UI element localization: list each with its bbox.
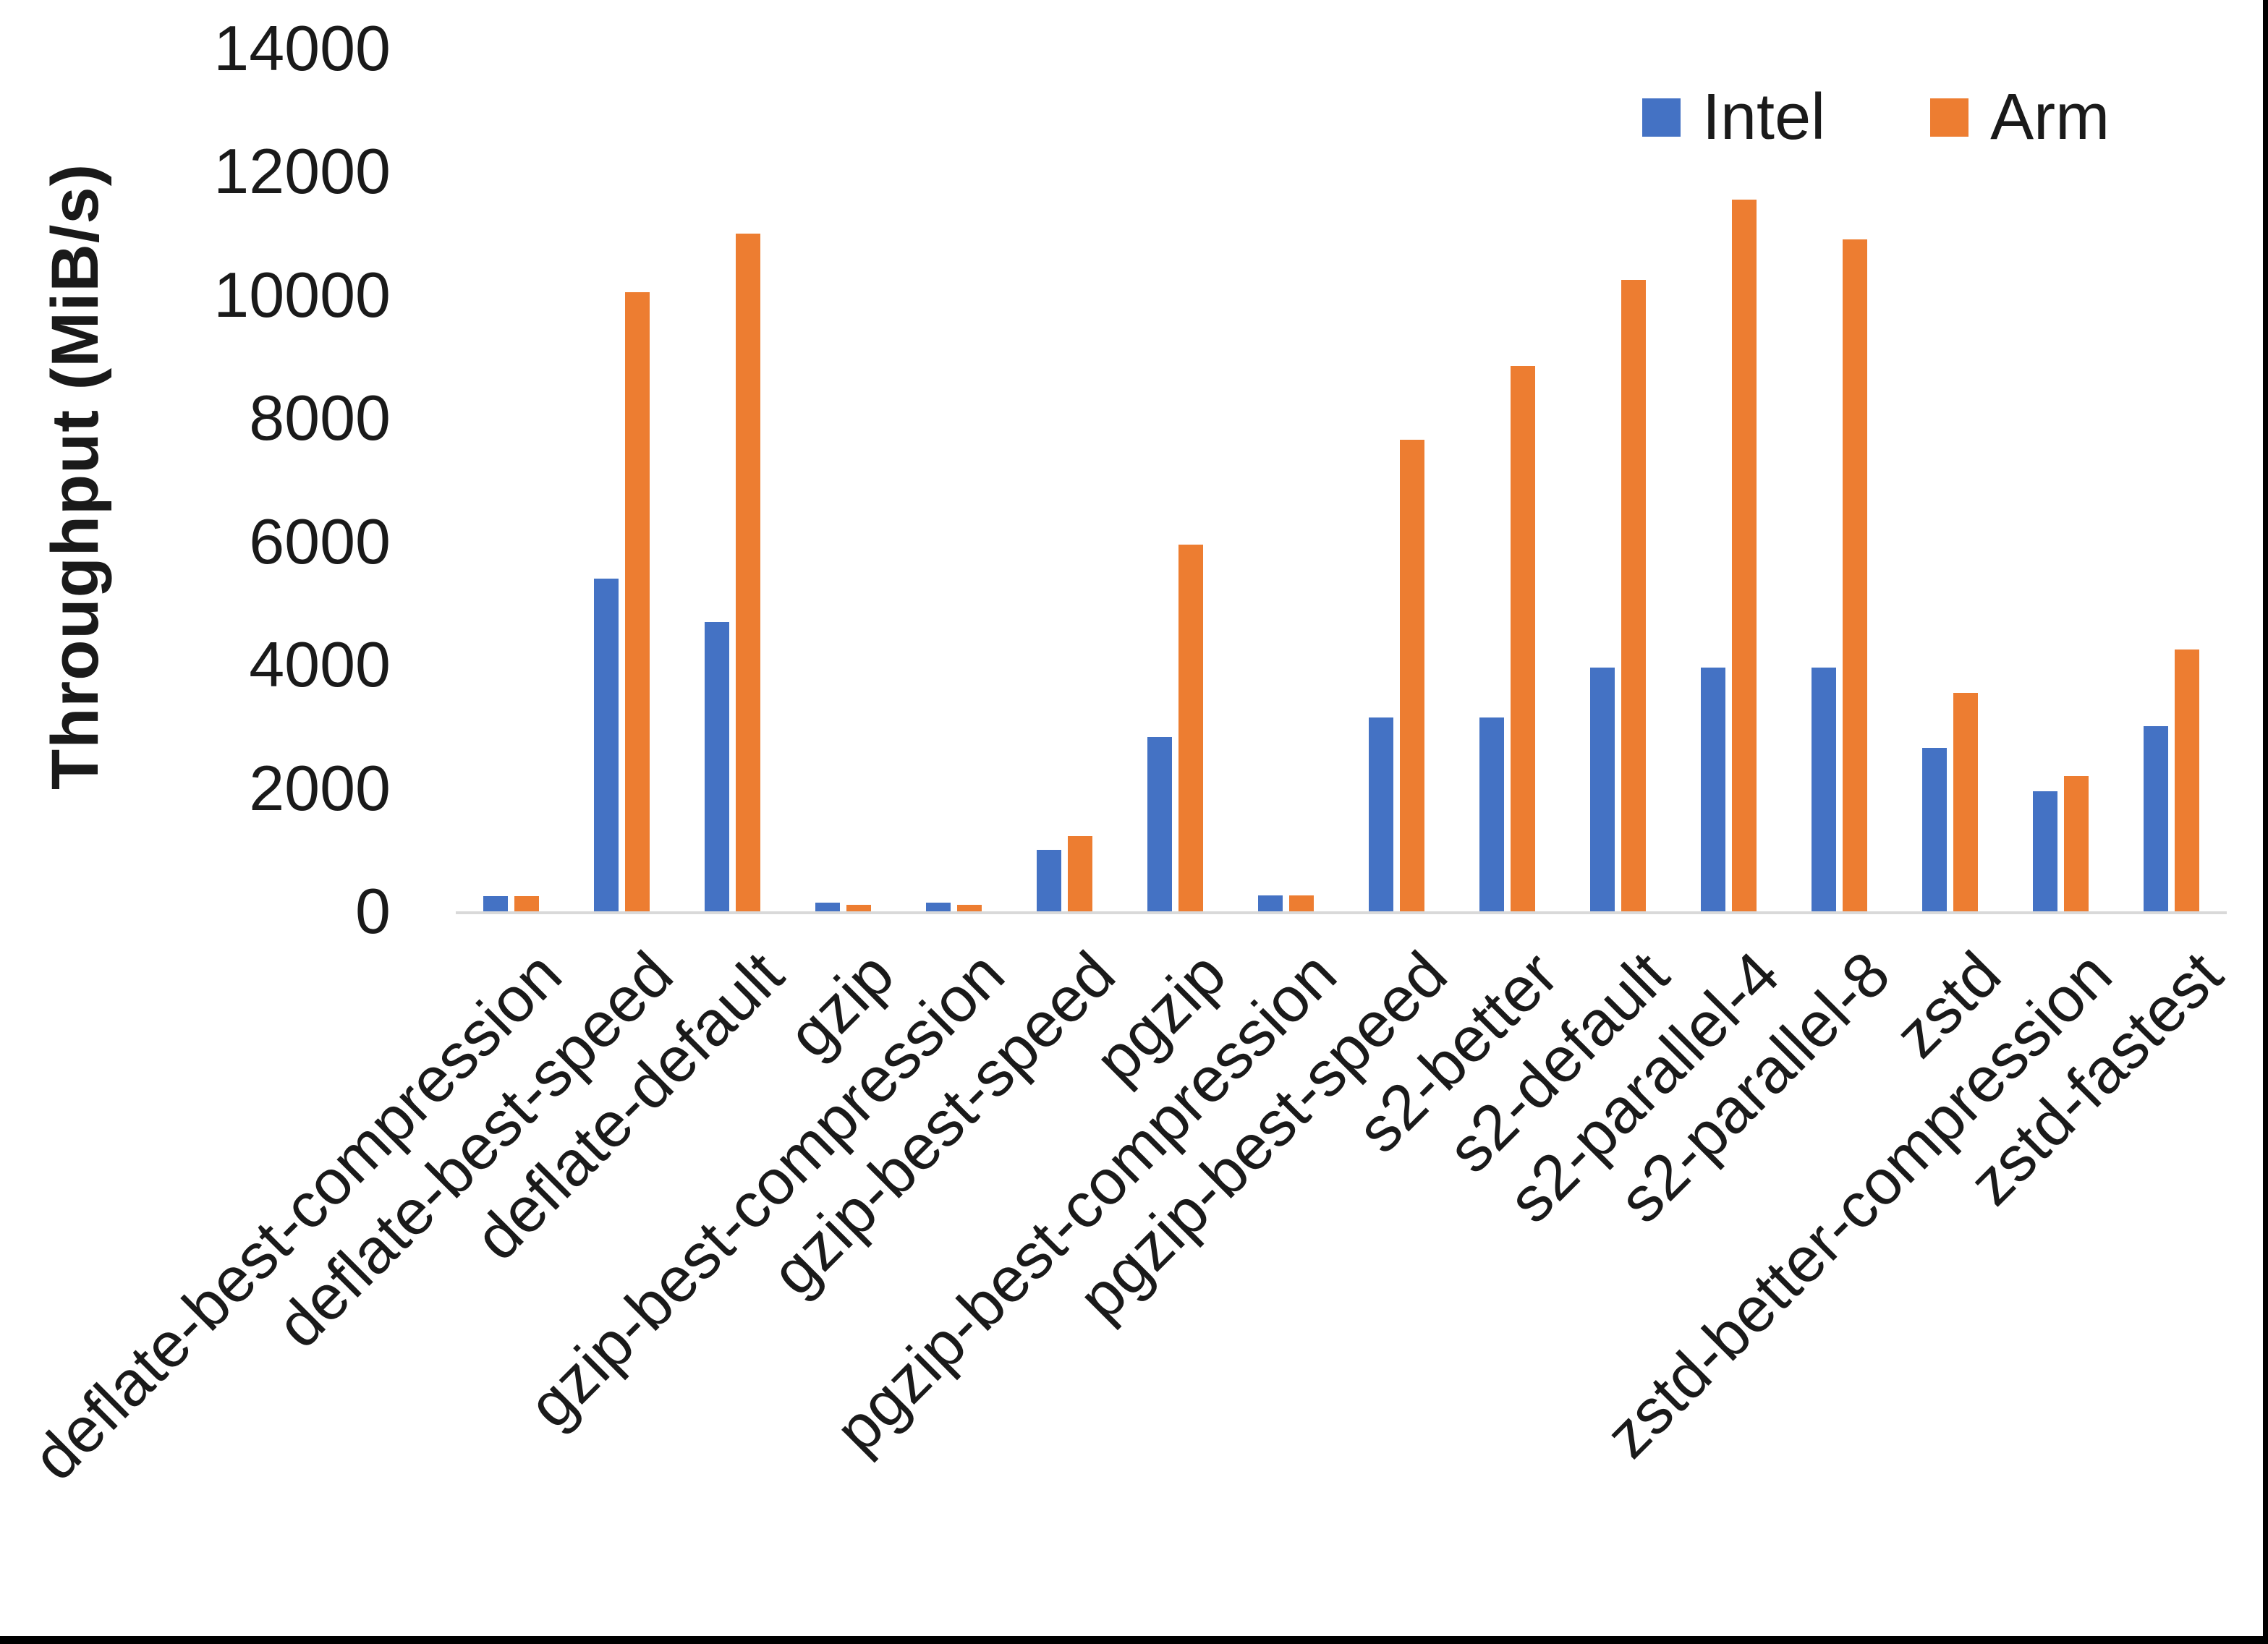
y-tick-label: 10000 — [213, 258, 391, 331]
arm-bar — [625, 291, 650, 911]
arm-bar — [1289, 895, 1314, 911]
arm-bar — [514, 896, 539, 911]
intel-bar — [1369, 717, 1393, 911]
intel-bar — [2144, 726, 2168, 911]
intel-bar — [2033, 791, 2057, 911]
bar-group-s2-better — [1452, 48, 1563, 911]
intel-bar — [1812, 668, 1836, 911]
intel-bar — [1258, 895, 1283, 911]
y-tick-label: 8000 — [249, 382, 391, 454]
intel-bar — [815, 903, 840, 911]
bar-group-deflate-default — [677, 48, 788, 911]
bar-group-gzip-best-speed — [1009, 48, 1120, 911]
intel-bar — [1590, 668, 1615, 911]
intel-bar — [705, 621, 729, 911]
screenshot-right-border — [2263, 0, 2268, 1644]
y-tick-label: 4000 — [249, 629, 391, 701]
intel-bar — [1922, 748, 1947, 911]
y-tick-label: 14000 — [213, 12, 391, 84]
intel-bar — [1479, 717, 1504, 911]
bar-group-pgzip-best-compression — [1231, 48, 1341, 911]
bar-group-zstd — [1895, 48, 2005, 911]
intel-bar — [926, 903, 951, 911]
intel-bar — [1701, 668, 1725, 911]
y-tick-label: 6000 — [249, 505, 391, 577]
bar-group-deflate-best-speed — [566, 48, 677, 911]
arm-bar — [1953, 692, 1978, 911]
intel-bar — [594, 578, 619, 911]
intel-series-swatch-icon — [1642, 98, 1681, 137]
arm-bar — [2064, 775, 2089, 911]
bar-group-zstd-fastest — [2116, 48, 2227, 911]
arm-bar — [846, 904, 871, 911]
bar-group-pgzip-best-speed — [1341, 48, 1452, 911]
y-tick-label: 12000 — [213, 135, 391, 208]
arm-bar — [2175, 649, 2199, 911]
arm-bar — [1843, 239, 1867, 911]
bar-group-s2-parallel-8 — [1784, 48, 1895, 911]
bar-group-deflate-best-compression — [456, 48, 566, 911]
legend-label-intel: Intel — [1702, 81, 1826, 153]
arm-series-swatch-icon — [1930, 98, 1969, 137]
arm-bar — [1178, 544, 1203, 911]
legend-item-arm: Arm — [1930, 81, 2110, 153]
arm-bar — [736, 233, 760, 911]
arm-bar — [1068, 836, 1092, 911]
bar-group-s2-default — [1563, 48, 1673, 911]
screenshot-bottom-border — [0, 1636, 2268, 1644]
legend: Intel Arm — [1642, 81, 2110, 153]
y-tick-label: 2000 — [249, 751, 391, 824]
bar-group-zstd-better-compression — [2005, 48, 2116, 911]
bar-group-s2-parallel-4 — [1673, 48, 1784, 911]
bar-group-gzip — [788, 48, 899, 911]
arm-bar — [1621, 279, 1646, 911]
bar-group-gzip-best-compression — [899, 48, 1009, 911]
arm-bar — [957, 904, 982, 911]
arm-bar — [1511, 365, 1535, 911]
arm-bar — [1732, 199, 1757, 911]
intel-bar — [1037, 849, 1061, 911]
intel-bar — [483, 895, 508, 911]
arm-bar — [1400, 440, 1424, 911]
y-tick-label: 0 — [355, 875, 391, 947]
intel-bar — [1147, 736, 1172, 911]
plot-area — [456, 48, 2227, 914]
legend-item-intel: Intel — [1642, 81, 1825, 153]
bar-group-pgzip — [1120, 48, 1231, 911]
legend-label-arm: Arm — [1990, 81, 2110, 153]
